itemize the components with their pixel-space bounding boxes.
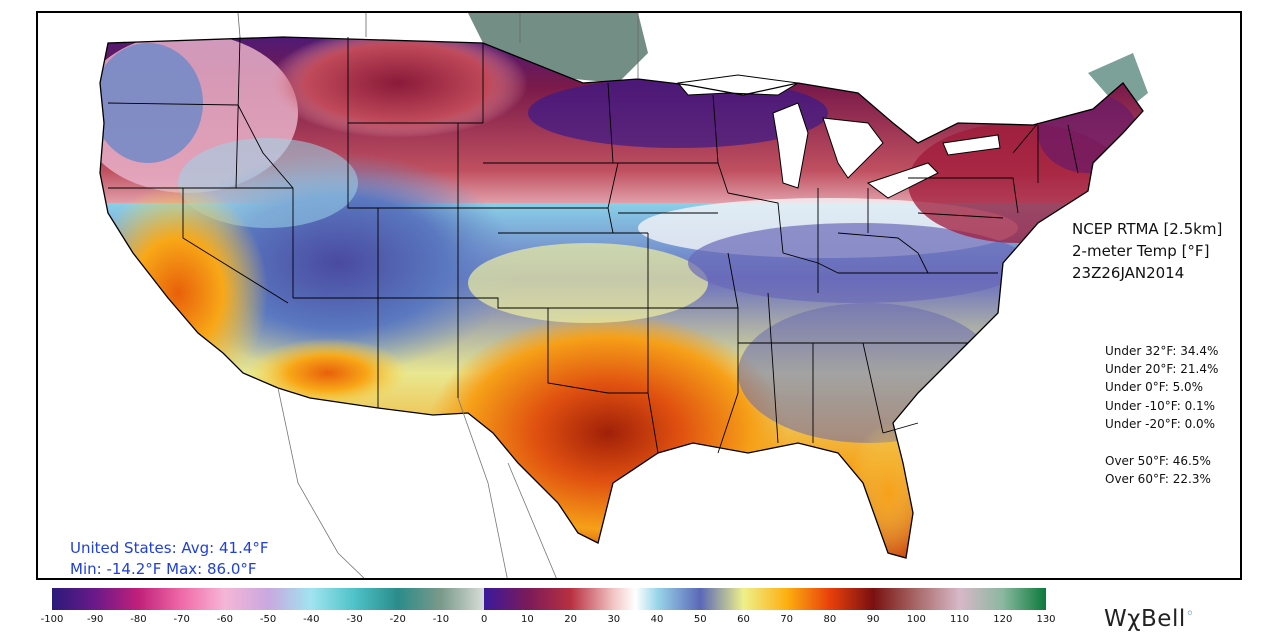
stat-under-20: Under 20°F: 21.4% (1105, 362, 1219, 377)
colorbar-tick-label: 50 (693, 614, 707, 625)
product-variable: 2-meter Temp [°F] (1072, 242, 1210, 260)
colorbar-tick-label: -100 (40, 614, 64, 625)
map-panel (36, 11, 1242, 580)
lake-erie (866, 162, 939, 199)
lake-michigan (772, 102, 809, 189)
colorbar-tick-label: 0 (480, 614, 488, 625)
colorbar-tick-label: -70 (173, 614, 190, 625)
state-borders (107, 36, 1079, 454)
colorbar-tick-label: 80 (823, 614, 837, 625)
colorbar (52, 588, 1046, 610)
product-valid-time: 23Z26JAN2014 (1072, 264, 1185, 282)
colorbar-tick-label: -20 (389, 614, 406, 625)
colorbar-tick-label: -10 (432, 614, 450, 625)
logo-text: WχBell (1104, 606, 1186, 632)
summary-avg: United States: Avg: 41.4°F (70, 539, 269, 557)
colorbar-tick-label: 120 (993, 614, 1013, 625)
colorbar-fill (52, 588, 1046, 610)
colorbar-tick-label: -30 (346, 614, 363, 625)
stat-under-minus-20: Under -20°F: 0.0% (1105, 416, 1216, 431)
colorbar-gradient (52, 588, 1046, 610)
summary-min-max: Min: -14.2°F Max: 86.0°F (70, 560, 257, 578)
colorbar-tick-label: -50 (259, 614, 277, 625)
colorbar-tick-label: 100 (906, 614, 926, 625)
colorbar-tick-label: 60 (737, 614, 750, 625)
colorbar-tick-label: 20 (564, 614, 577, 625)
us-summary: United States: Avg: 41.4°F Min: -14.2°F … (70, 538, 269, 580)
colorbar-tick-label: 30 (607, 614, 621, 625)
colorbar-tick-label: 70 (780, 614, 794, 625)
stat-under-0: Under 0°F: 5.0% (1105, 380, 1204, 395)
product-name: NCEP RTMA [2.5km] (1072, 220, 1223, 238)
colorbar-tick-label: 130 (1036, 614, 1056, 625)
product-title: NCEP RTMA [2.5km] 2-meter Temp [°F] 23Z2… (1072, 218, 1222, 284)
lake-huron (822, 117, 884, 179)
stat-under-minus-10: Under -10°F: 0.1% (1105, 398, 1216, 413)
stats-under-list: Under 32°F: 34.4% Under 20°F: 21.4% Unde… (1105, 342, 1218, 433)
mexico-borders (277, 387, 557, 578)
canada-borders (237, 13, 639, 79)
stat-over-50: Over 50°F: 46.5% (1105, 454, 1211, 468)
stat-under-32: Under 32°F: 34.4% (1105, 344, 1219, 358)
temperature-map (38, 13, 1240, 578)
colorbar-tick-label: 40 (650, 614, 664, 625)
colorbar-tick-label: -90 (87, 614, 104, 625)
colorbar-tick-label: -80 (130, 614, 147, 625)
colorbar-tick-label: -40 (303, 614, 320, 625)
colorbar-tick-label: 90 (866, 614, 880, 625)
us-outline (99, 36, 1144, 559)
colorbar-tick-label: -60 (216, 614, 234, 625)
lake-ontario (942, 134, 1001, 156)
colorbar-tick-label: 10 (521, 614, 534, 625)
logo-dot-icon: ◦ (1185, 606, 1195, 622)
stat-over-60: Over 60°F: 22.3% (1105, 472, 1211, 487)
stats-over-list: Over 50°F: 46.5% Over 60°F: 22.3% (1105, 452, 1211, 488)
colorbar-tick-label: 110 (950, 614, 970, 625)
wxbell-logo: WχBell◦ (1104, 606, 1195, 632)
